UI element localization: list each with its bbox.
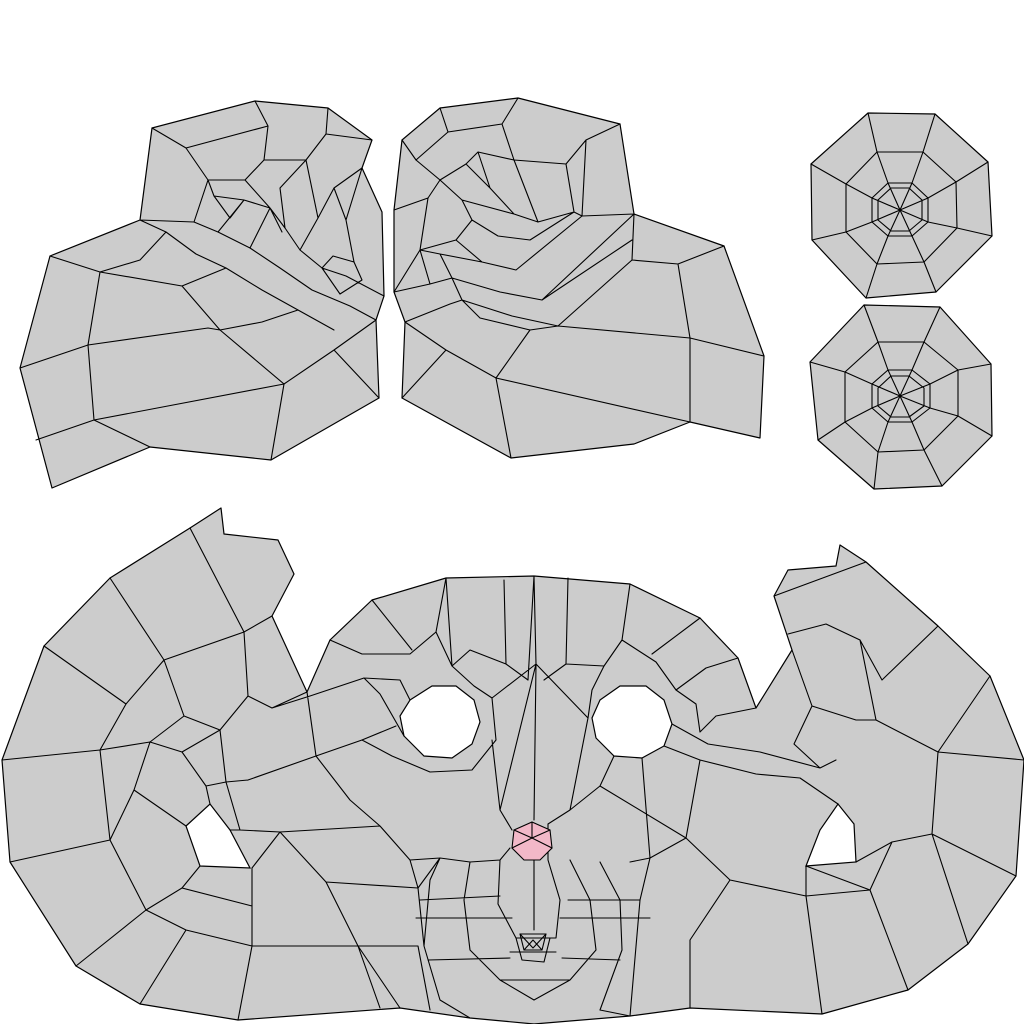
- uv-island-eye-bottom[interactable]: [809, 304, 993, 490]
- selected-face-edges: [511, 821, 553, 849]
- selected-face-nose[interactable]: [511, 821, 553, 861]
- selected-face-outline: [511, 821, 553, 861]
- island-outline: [19, 100, 385, 489]
- island-outline: [1, 507, 1024, 1024]
- mouth-detail: [519, 933, 547, 951]
- eye-hole-left: [399, 685, 481, 759]
- uv-island-face[interactable]: [1, 507, 1024, 1024]
- uv-island-eye-top[interactable]: [810, 112, 993, 299]
- uv-spokes: [810, 112, 993, 299]
- uv-island-left-ear[interactable]: [19, 100, 385, 489]
- uv-edges: [19, 100, 385, 461]
- notch-left: [185, 803, 252, 869]
- uv-spokes: [809, 304, 993, 490]
- uv-island-right-ear[interactable]: [393, 97, 765, 459]
- uv-ring-3: [877, 375, 925, 418]
- uv-edges: [393, 97, 765, 459]
- island-outline: [393, 97, 765, 459]
- uv-edges: [1, 527, 1024, 1021]
- uv-ring-3: [877, 187, 923, 232]
- notch-right: [805, 802, 857, 867]
